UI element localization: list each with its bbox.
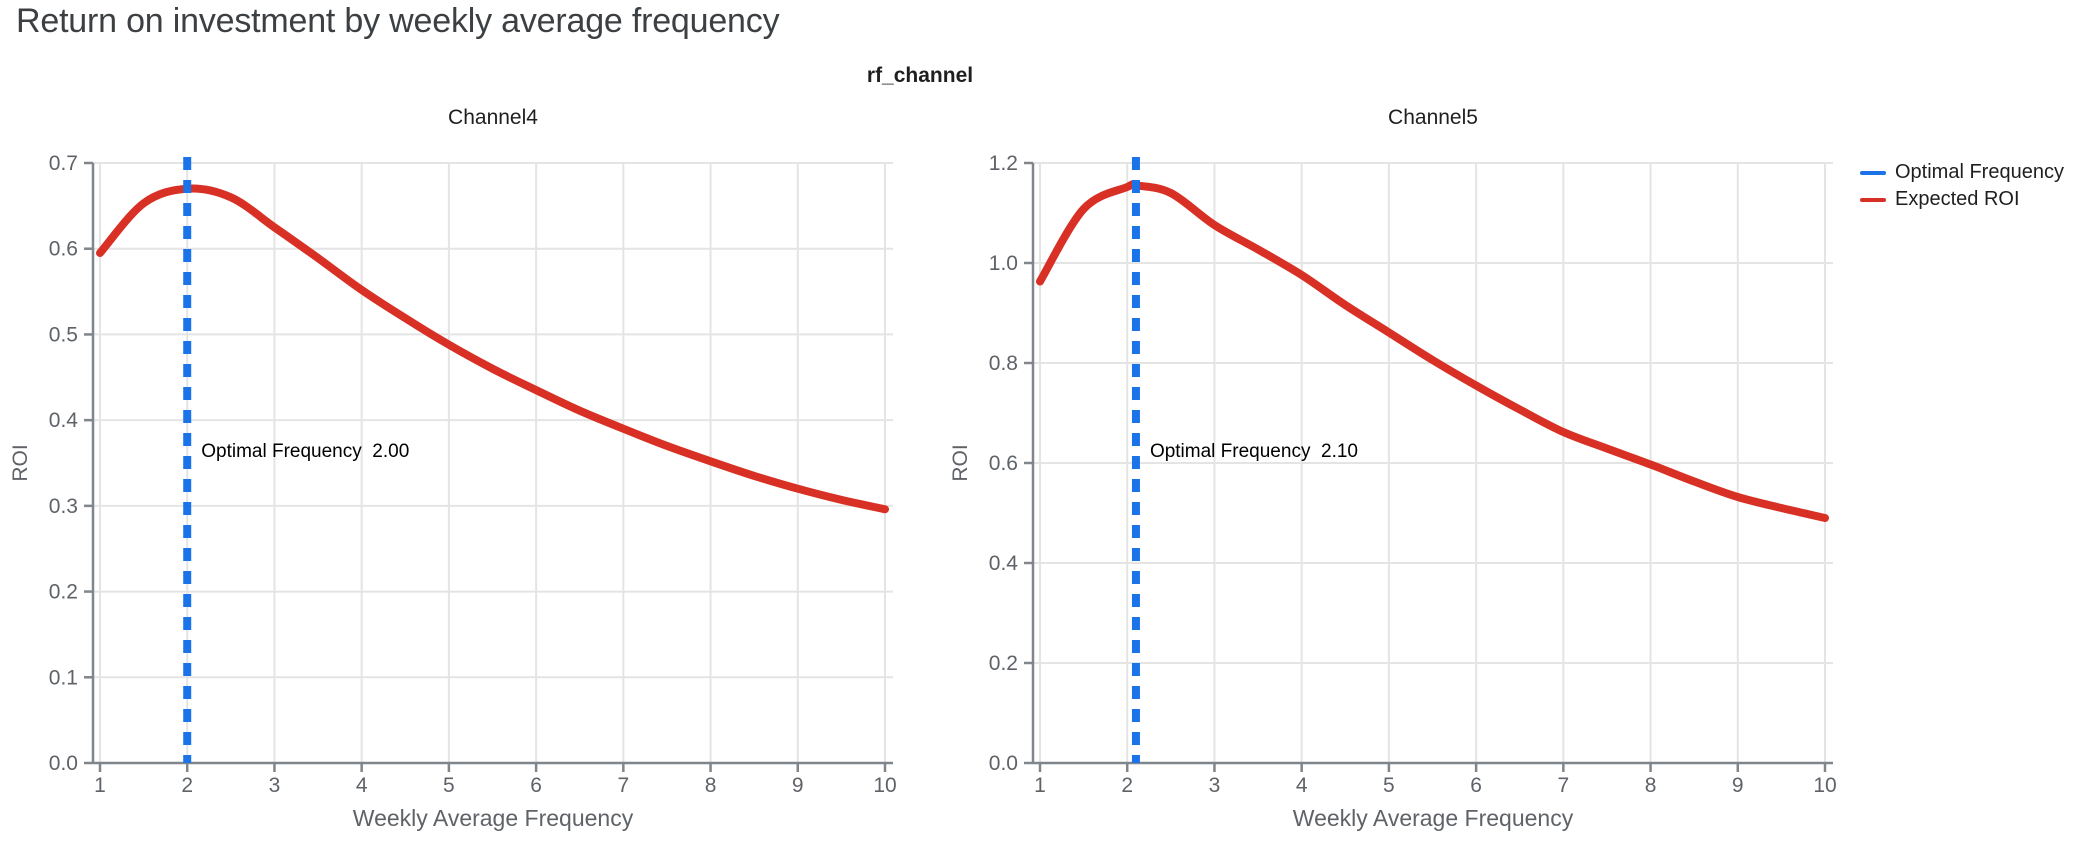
facet-group-title: rf_channel xyxy=(866,64,974,87)
expected-roi-curve xyxy=(1036,180,1829,522)
y-tick-label: 0.7 xyxy=(49,152,78,175)
legend-item-expected-roi: Expected ROI xyxy=(1860,186,2064,213)
expected-roi-curve xyxy=(96,184,889,514)
x-tick-label: 9 xyxy=(1732,774,1744,797)
y-tick-label: 1.0 xyxy=(989,252,1018,275)
y-tick-label: 0.2 xyxy=(989,652,1018,675)
channel4-chart: 1 2 3 4 5 6 7 8 9 10 0.0 0.1 0.2 0.3 0.4 0.5 0.6 0.7 Optim… xyxy=(0,95,940,840)
optimal-frequency-annotation: Optimal Frequency 2.10 xyxy=(1150,441,1358,462)
x-tick-label: 3 xyxy=(269,774,281,797)
x-tick-label: 9 xyxy=(792,774,804,797)
legend-label: Optimal Frequency xyxy=(1895,161,2064,183)
y-tick-label: 0.6 xyxy=(989,452,1018,475)
x-tick-label: 5 xyxy=(443,774,455,797)
optimal-frequency-annotation: Optimal Frequency 2.00 xyxy=(201,441,409,462)
x-tick-label: 2 xyxy=(181,774,193,797)
y-tick-label: 0.0 xyxy=(49,752,78,775)
y-tick-label: 0.3 xyxy=(49,495,78,518)
x-tick-label: 1 xyxy=(1034,774,1046,797)
legend-label: Expected ROI xyxy=(1895,188,2020,210)
x-tick-label: 7 xyxy=(617,774,629,797)
x-tick-label: 2 xyxy=(1121,774,1133,797)
x-tick-label: 4 xyxy=(356,774,368,797)
x-tick-label: 4 xyxy=(1296,774,1308,797)
y-tick-label: 0.4 xyxy=(989,552,1019,575)
channel5-chart: 1 2 3 4 5 6 7 8 9 10 0.0 0.2 0.4 0.6 0.8 1.0 1.2 Optimal … xyxy=(940,95,1880,840)
y-tick-label: 0.6 xyxy=(49,238,78,261)
x-tick-label: 7 xyxy=(1557,774,1569,797)
y-tick-label: 0.1 xyxy=(49,666,78,689)
x-tick-label: 6 xyxy=(530,774,542,797)
x-tick-label: 8 xyxy=(1645,774,1657,797)
optimal-frequency-legend-line-icon xyxy=(1860,170,1886,175)
y-tick-label: 0.8 xyxy=(989,352,1018,375)
y-tick-label: 0.4 xyxy=(49,409,79,432)
legend: Optimal Frequency Expected ROI xyxy=(1860,159,2064,213)
x-tick-label: 8 xyxy=(705,774,717,797)
x-tick-label: 10 xyxy=(873,774,896,797)
x-tick-label: 5 xyxy=(1383,774,1395,797)
y-axis-title: ROI xyxy=(9,444,32,481)
y-tick-label: 0.2 xyxy=(49,581,78,604)
x-tick-label: 1 xyxy=(94,774,106,797)
y-tick-label: 0.5 xyxy=(49,323,78,346)
y-axis-title: ROI xyxy=(949,444,972,481)
expected-roi-legend-line-icon xyxy=(1860,197,1886,202)
panel-title: Channel4 xyxy=(448,106,538,129)
panel-svg: 1 2 3 4 5 6 7 8 9 10 0.0 0.1 0.2 0.3 0.4 0.5 0.6 0.7 Optim… xyxy=(9,106,897,831)
panel-title: Channel5 xyxy=(1388,106,1478,129)
y-tick-label: 1.2 xyxy=(989,152,1018,175)
y-tick-label: 0.0 xyxy=(989,752,1018,775)
x-axis-title: Weekly Average Frequency xyxy=(1293,805,1574,831)
page-title: Return on investment by weekly average f… xyxy=(16,2,780,40)
panel-svg: 1 2 3 4 5 6 7 8 9 10 0.0 0.2 0.4 0.6 0.8 1.0 1.2 Optimal … xyxy=(949,106,1837,831)
x-axis-title: Weekly Average Frequency xyxy=(353,805,634,831)
x-tick-label: 10 xyxy=(1813,774,1836,797)
legend-item-optimal-frequency: Optimal Frequency xyxy=(1860,159,2064,186)
x-tick-label: 6 xyxy=(1470,774,1482,797)
x-tick-label: 3 xyxy=(1209,774,1221,797)
